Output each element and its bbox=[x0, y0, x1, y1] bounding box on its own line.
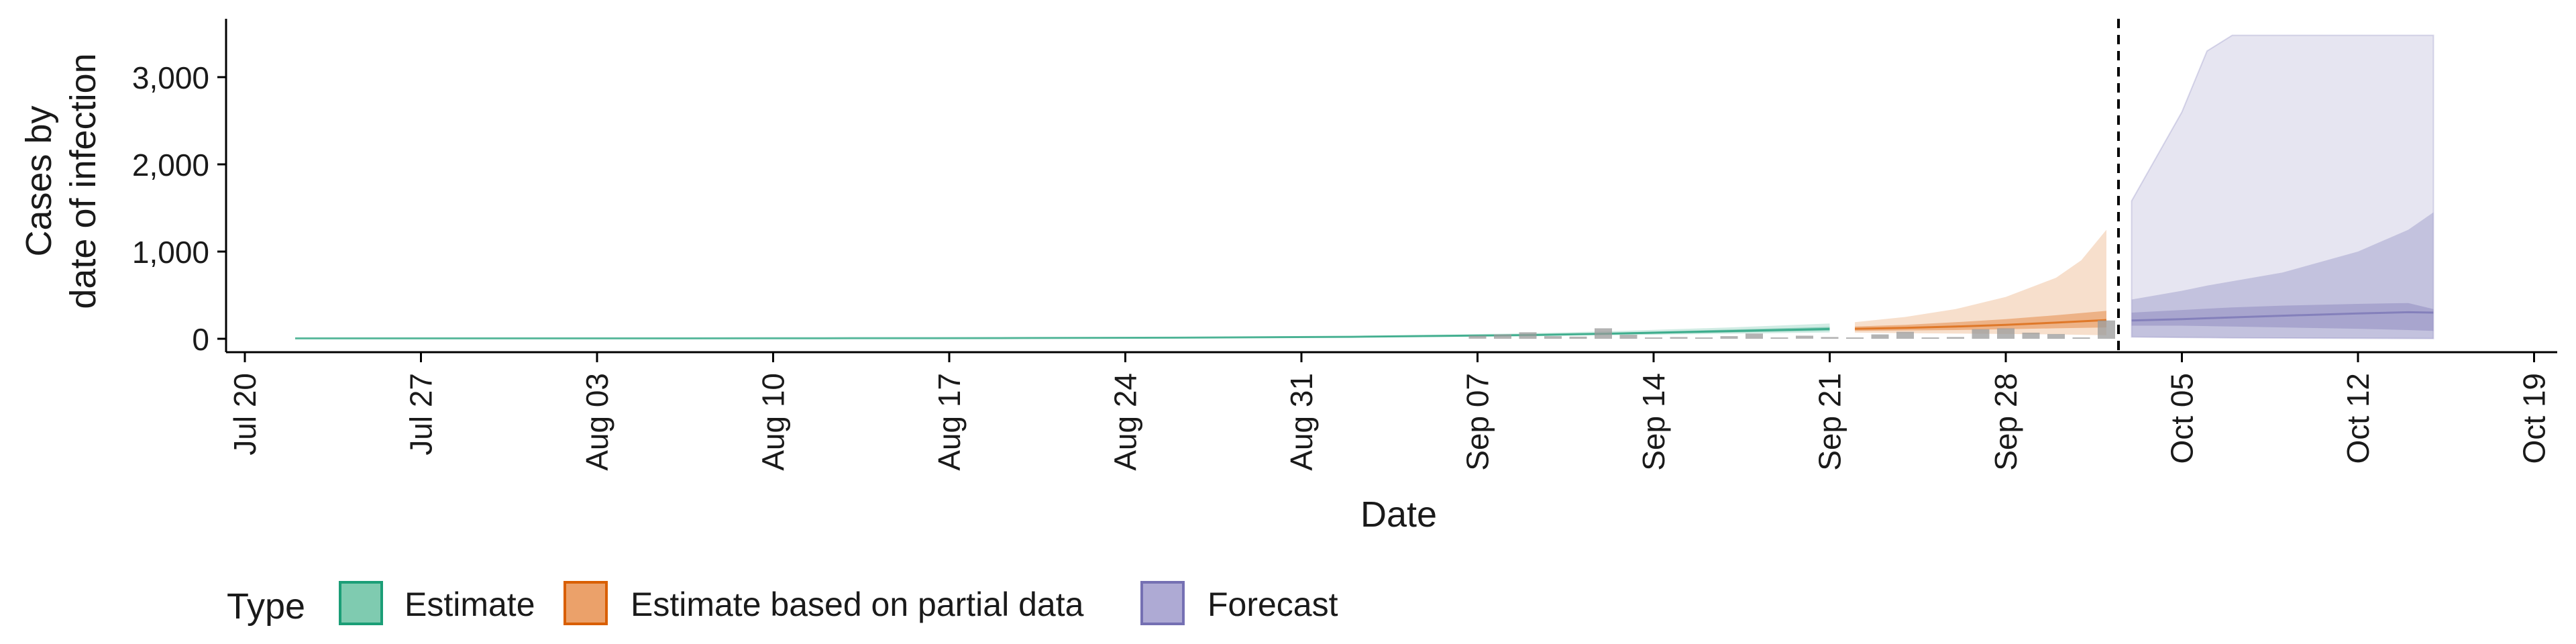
observed-bar bbox=[1746, 333, 1763, 339]
x-tick-label: Aug 10 bbox=[756, 373, 791, 471]
x-tick-label: Oct 19 bbox=[2517, 373, 2552, 464]
legend-label-partial: Estimate based on partial data bbox=[631, 586, 1084, 623]
observed-bar bbox=[1997, 328, 2015, 339]
legend: Type Estimate Estimate based on partial … bbox=[227, 581, 1338, 627]
forecast-median-line bbox=[2131, 311, 2434, 322]
x-axis-title: Date bbox=[1360, 494, 1437, 535]
y-tick-label: 2,000 bbox=[132, 148, 209, 182]
observed-bar bbox=[1645, 337, 1662, 339]
observed-bar bbox=[2022, 332, 2040, 339]
x-tick-label: Sep 28 bbox=[1988, 373, 2023, 471]
x-tick-label: Aug 03 bbox=[580, 373, 614, 471]
estimate-based-on-partial-data-inner-band bbox=[1855, 311, 2106, 331]
estimate-based-on-partial-data-median-line bbox=[1854, 319, 2107, 330]
observed-bar bbox=[1468, 335, 1487, 339]
observed-bar bbox=[1846, 337, 1864, 339]
observed-bar bbox=[1947, 337, 1964, 339]
x-tick-label: Aug 31 bbox=[1284, 373, 1319, 471]
x-tick-label: Aug 17 bbox=[932, 373, 967, 471]
x-tick-label: Oct 12 bbox=[2341, 373, 2375, 464]
observed-bar bbox=[1595, 328, 1612, 339]
legend-title: Type bbox=[227, 586, 305, 627]
observed-bar bbox=[1796, 335, 1813, 339]
y-axis-ticks: 0 1,000 2,000 3,000 bbox=[132, 60, 226, 357]
x-tick-label: Aug 24 bbox=[1108, 373, 1143, 471]
legend-label-estimate: Estimate bbox=[405, 586, 535, 623]
observed-bar bbox=[1896, 331, 1914, 339]
y-tick-label: 1,000 bbox=[132, 235, 209, 270]
observed-bar bbox=[1720, 336, 1738, 339]
estimate-based-on-partial-data-outer-band bbox=[1855, 229, 2106, 335]
observed-bar bbox=[1494, 334, 1511, 339]
legend-label-forecast: Forecast bbox=[1208, 586, 1338, 623]
observed-bar bbox=[1670, 337, 1688, 339]
x-tick-label: Jul 20 bbox=[227, 373, 262, 455]
observed-bar bbox=[1619, 335, 1638, 339]
y-tick-label: 0 bbox=[192, 322, 209, 357]
x-tick-label: Jul 27 bbox=[404, 373, 439, 455]
y-axis-title-line2: date of infection bbox=[63, 53, 103, 309]
estimate-median-line bbox=[295, 327, 1830, 339]
legend-swatch-estimate bbox=[339, 581, 383, 625]
x-tick-label: Sep 21 bbox=[1813, 373, 1847, 471]
estimate-outer-band bbox=[295, 323, 1830, 339]
observed-bar bbox=[2047, 333, 2065, 339]
y-tick-label: 3,000 bbox=[132, 60, 209, 95]
forecast-inner-band bbox=[2131, 303, 2434, 331]
observed-bar bbox=[1871, 334, 1889, 339]
observed-bar bbox=[1972, 329, 1990, 339]
observed-bar bbox=[1770, 337, 1788, 339]
observed-bars bbox=[1468, 320, 2115, 339]
x-axis-ticks: Jul 20 Jul 27 Aug 03 Aug 10 Aug 17 Aug 24 Aug … bbox=[227, 352, 2552, 471]
observed-bar bbox=[1921, 337, 1939, 339]
observed-bar bbox=[2072, 337, 2090, 339]
forecast-outer-band bbox=[2131, 34, 2434, 339]
y-axis-title-line1: Cases by bbox=[19, 105, 59, 256]
observed-bar bbox=[1695, 337, 1713, 339]
observed-bar bbox=[1569, 336, 1587, 339]
chart-bands bbox=[295, 34, 2434, 339]
x-tick-label: Sep 14 bbox=[1636, 373, 1671, 471]
observed-bar bbox=[2098, 320, 2115, 339]
x-tick-label: Oct 05 bbox=[2165, 373, 2200, 464]
x-tick-label: Sep 07 bbox=[1460, 373, 1495, 471]
observed-bar bbox=[1544, 336, 1562, 339]
legend-swatch-partial bbox=[564, 581, 608, 625]
observed-bar bbox=[1519, 332, 1537, 339]
legend-swatch-forecast bbox=[1140, 581, 1185, 625]
forecast-mid-band bbox=[2131, 212, 2434, 339]
observed-bar bbox=[1821, 337, 1839, 339]
